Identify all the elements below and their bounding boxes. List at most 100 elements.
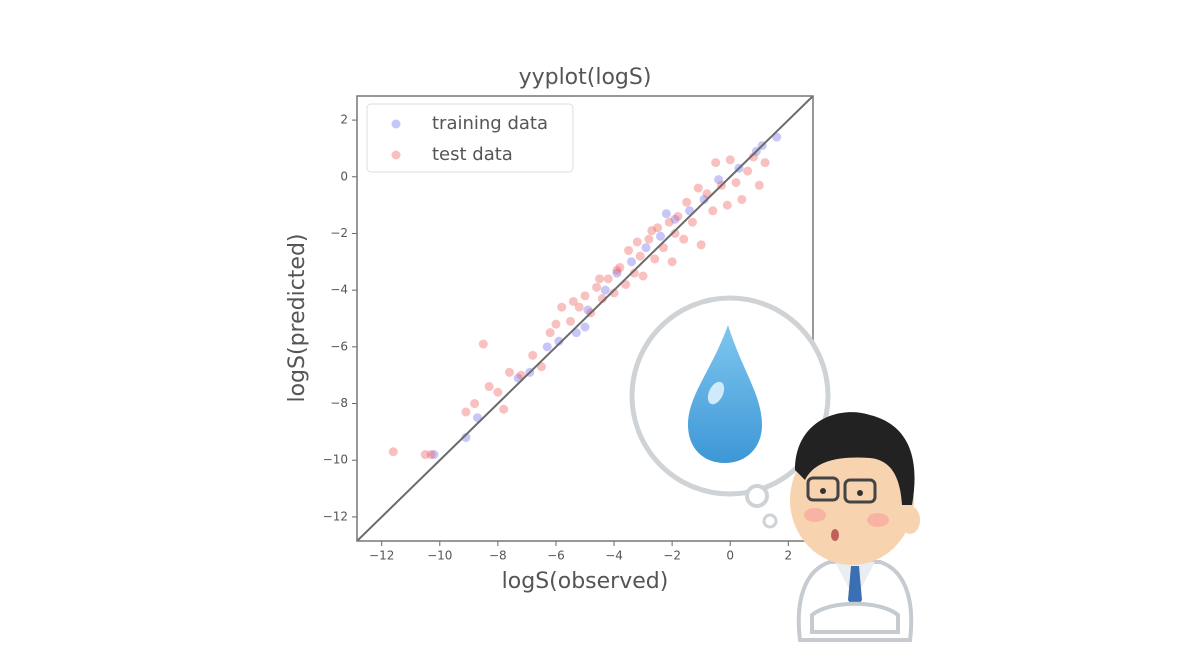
y-tick-label: −6 <box>330 339 348 353</box>
point <box>638 271 648 281</box>
point <box>725 155 735 165</box>
tie <box>848 566 862 610</box>
point <box>647 226 657 236</box>
legend-marker <box>391 150 401 160</box>
point <box>478 339 488 349</box>
point <box>664 217 674 227</box>
thought-dot <box>745 484 769 508</box>
point <box>737 194 747 204</box>
point <box>682 197 692 207</box>
glasses <box>806 476 840 502</box>
drop-shine <box>707 381 725 405</box>
point <box>632 237 642 247</box>
point <box>612 265 622 275</box>
x-tick-label: −10 <box>427 549 452 563</box>
point <box>612 268 622 278</box>
x-tick-label: 0 <box>726 549 734 563</box>
y-tick-label: 0 <box>340 169 348 183</box>
chart-title: yyplot(logS) <box>519 65 652 90</box>
point <box>426 450 436 460</box>
point <box>673 211 683 221</box>
point <box>661 209 671 219</box>
x-tick-label: −2 <box>663 549 681 563</box>
point <box>722 200 732 210</box>
point <box>554 336 564 346</box>
eye <box>857 490 863 496</box>
point <box>641 243 651 253</box>
point <box>699 194 709 204</box>
point <box>731 177 741 187</box>
point <box>754 180 764 190</box>
point <box>656 231 666 241</box>
y-tick-label: −2 <box>330 226 348 240</box>
cheek <box>867 513 889 527</box>
hair <box>795 412 915 505</box>
plot-area: −12 −10 −8 −6 −4 −2 0 2 −12 −10 −8 −6 −4 −2 0 2 training… <box>323 95 814 563</box>
x-axis-label: logS(observed) <box>502 569 669 594</box>
legend-label: test data <box>432 144 513 165</box>
cheek <box>804 508 826 522</box>
point <box>592 282 602 292</box>
point <box>580 322 590 332</box>
point <box>653 223 663 233</box>
ear <box>900 506 920 534</box>
point <box>667 257 677 267</box>
point <box>461 407 471 417</box>
point <box>711 158 721 168</box>
point <box>760 158 770 168</box>
point <box>670 214 680 224</box>
x-tick-label: −8 <box>489 549 507 563</box>
point <box>644 234 654 244</box>
point <box>603 274 613 284</box>
legend-label: training data <box>432 113 548 134</box>
face <box>790 435 914 565</box>
arms <box>810 601 900 634</box>
point <box>748 152 758 162</box>
legend-box <box>366 103 574 173</box>
point <box>595 274 605 284</box>
point <box>568 296 578 306</box>
point <box>388 447 398 457</box>
point <box>528 350 538 360</box>
point <box>542 342 552 352</box>
x-tick-label: 2 <box>784 549 792 563</box>
y-tick-label: −4 <box>330 283 348 297</box>
point <box>499 404 509 414</box>
point <box>565 316 575 326</box>
point <box>743 166 753 176</box>
point <box>609 288 619 298</box>
point <box>687 217 697 227</box>
y-tick-label: −12 <box>323 509 348 523</box>
point <box>600 285 610 295</box>
y-tick-label: −8 <box>330 396 348 410</box>
point <box>597 294 607 304</box>
legend-marker <box>391 119 401 129</box>
eye <box>820 488 826 494</box>
plot-frame <box>356 95 814 542</box>
point <box>580 291 590 301</box>
point <box>484 382 494 392</box>
point <box>708 206 718 216</box>
point <box>470 399 480 409</box>
point <box>629 268 639 278</box>
point <box>461 433 471 443</box>
point <box>429 450 439 460</box>
point <box>624 245 634 255</box>
thought-dot <box>762 513 778 529</box>
glasses <box>843 478 877 504</box>
point <box>420 450 430 460</box>
point <box>670 228 680 238</box>
point <box>557 302 567 312</box>
y-tick-label: −10 <box>323 453 348 467</box>
x-tick-label: −12 <box>369 549 394 563</box>
point <box>635 251 645 261</box>
point <box>615 262 625 272</box>
mouth <box>831 529 839 541</box>
point <box>551 319 561 329</box>
point <box>679 234 689 244</box>
point <box>545 328 555 338</box>
point <box>650 254 660 264</box>
point <box>693 183 703 193</box>
